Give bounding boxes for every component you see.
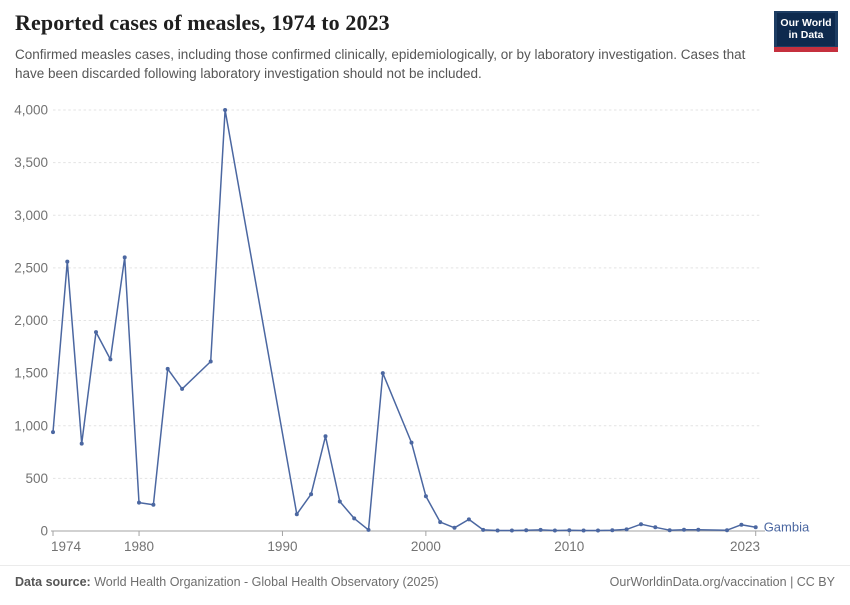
data-point-marker[interactable] — [653, 525, 658, 530]
data-point-marker[interactable] — [581, 528, 586, 533]
data-point-marker[interactable] — [180, 386, 185, 391]
data-point-marker[interactable] — [610, 528, 615, 533]
y-axis-tick-label: 1,000 — [14, 418, 48, 433]
y-axis-tick-label: 3,500 — [14, 155, 48, 170]
data-point-marker[interactable] — [409, 440, 414, 445]
data-point-marker[interactable] — [552, 528, 557, 533]
y-axis-tick-label: 2,500 — [14, 260, 48, 275]
data-point-marker[interactable] — [137, 500, 141, 505]
data-point-marker[interactable] — [667, 528, 672, 533]
owid-logo[interactable]: Our World in Data — [774, 11, 838, 52]
data-point-marker[interactable] — [309, 492, 314, 497]
data-point-marker[interactable] — [596, 528, 600, 533]
x-axis-tick-label: 1980 — [124, 539, 154, 554]
owid-logo-inner: Our World in Data — [777, 12, 835, 46]
data-point-marker[interactable] — [538, 527, 543, 532]
data-point-marker[interactable] — [223, 108, 228, 112]
data-point-marker[interactable] — [524, 528, 529, 533]
chart-footer: Data source: World Health Organization -… — [0, 565, 850, 600]
data-point-marker[interactable] — [739, 522, 744, 527]
data-point-marker[interactable] — [208, 359, 213, 364]
data-point-marker[interactable] — [108, 357, 113, 362]
owid-logo-line1: Our World — [780, 16, 832, 29]
license-link[interactable]: OurWorldinData.org/vaccination | CC BY — [609, 575, 835, 589]
data-source-text: World Health Organization - Global Healt… — [90, 575, 439, 589]
data-point-marker[interactable] — [79, 441, 84, 446]
y-axis-tick-label: 2,000 — [14, 313, 48, 328]
x-axis-tick-label: 1990 — [267, 539, 297, 554]
data-point-marker[interactable] — [481, 527, 486, 532]
data-point-marker[interactable] — [151, 502, 156, 507]
data-source: Data source: World Health Organization -… — [15, 575, 439, 589]
data-point-marker[interactable] — [567, 528, 572, 533]
data-point-marker[interactable] — [452, 525, 457, 530]
data-point-marker[interactable] — [94, 330, 98, 335]
x-axis-tick-label: 2023 — [730, 539, 760, 554]
data-point-marker[interactable] — [753, 525, 758, 530]
y-axis-tick-label: 0 — [40, 524, 48, 539]
data-point-marker[interactable] — [51, 430, 55, 435]
entity-label[interactable]: Gambia — [764, 519, 810, 534]
data-point-marker[interactable] — [624, 527, 629, 532]
data-point-marker[interactable] — [438, 520, 443, 525]
owid-logo-line2: in Data — [788, 29, 824, 41]
y-axis-tick-label: 500 — [25, 471, 48, 486]
data-point-marker[interactable] — [366, 527, 371, 532]
data-point-marker[interactable] — [65, 259, 70, 264]
y-axis-tick-label: 3,000 — [14, 208, 48, 223]
data-point-marker[interactable] — [165, 366, 170, 371]
data-point-marker[interactable] — [294, 512, 299, 517]
data-point-marker[interactable] — [639, 522, 643, 527]
y-axis-tick-label: 4,000 — [14, 103, 48, 118]
data-point-marker[interactable] — [122, 255, 127, 260]
data-point-marker[interactable] — [423, 494, 428, 499]
data-point-marker[interactable] — [696, 527, 701, 532]
page-title: Reported cases of measles, 1974 to 2023 — [15, 10, 390, 35]
data-point-marker[interactable] — [725, 528, 729, 533]
chart-subtitle: Confirmed measles cases, including those… — [15, 47, 746, 82]
chart-header: Reported cases of measles, 1974 to 2023 … — [15, 10, 765, 83]
data-point-marker[interactable] — [352, 516, 357, 521]
y-axis-tick-label: 1,500 — [14, 366, 48, 381]
data-point-marker[interactable] — [337, 499, 342, 504]
x-axis-tick-label: 2000 — [411, 539, 441, 554]
data-point-marker[interactable] — [466, 517, 471, 522]
data-point-marker[interactable] — [495, 528, 500, 533]
data-point-marker[interactable] — [509, 528, 514, 533]
x-axis-tick-label: 2010 — [554, 539, 584, 554]
data-source-label: Data source: — [15, 575, 91, 589]
data-point-marker[interactable] — [323, 434, 328, 439]
x-axis-tick-label: 1974 — [51, 539, 82, 554]
data-point-marker[interactable] — [682, 527, 686, 532]
data-point-marker[interactable] — [380, 371, 385, 376]
